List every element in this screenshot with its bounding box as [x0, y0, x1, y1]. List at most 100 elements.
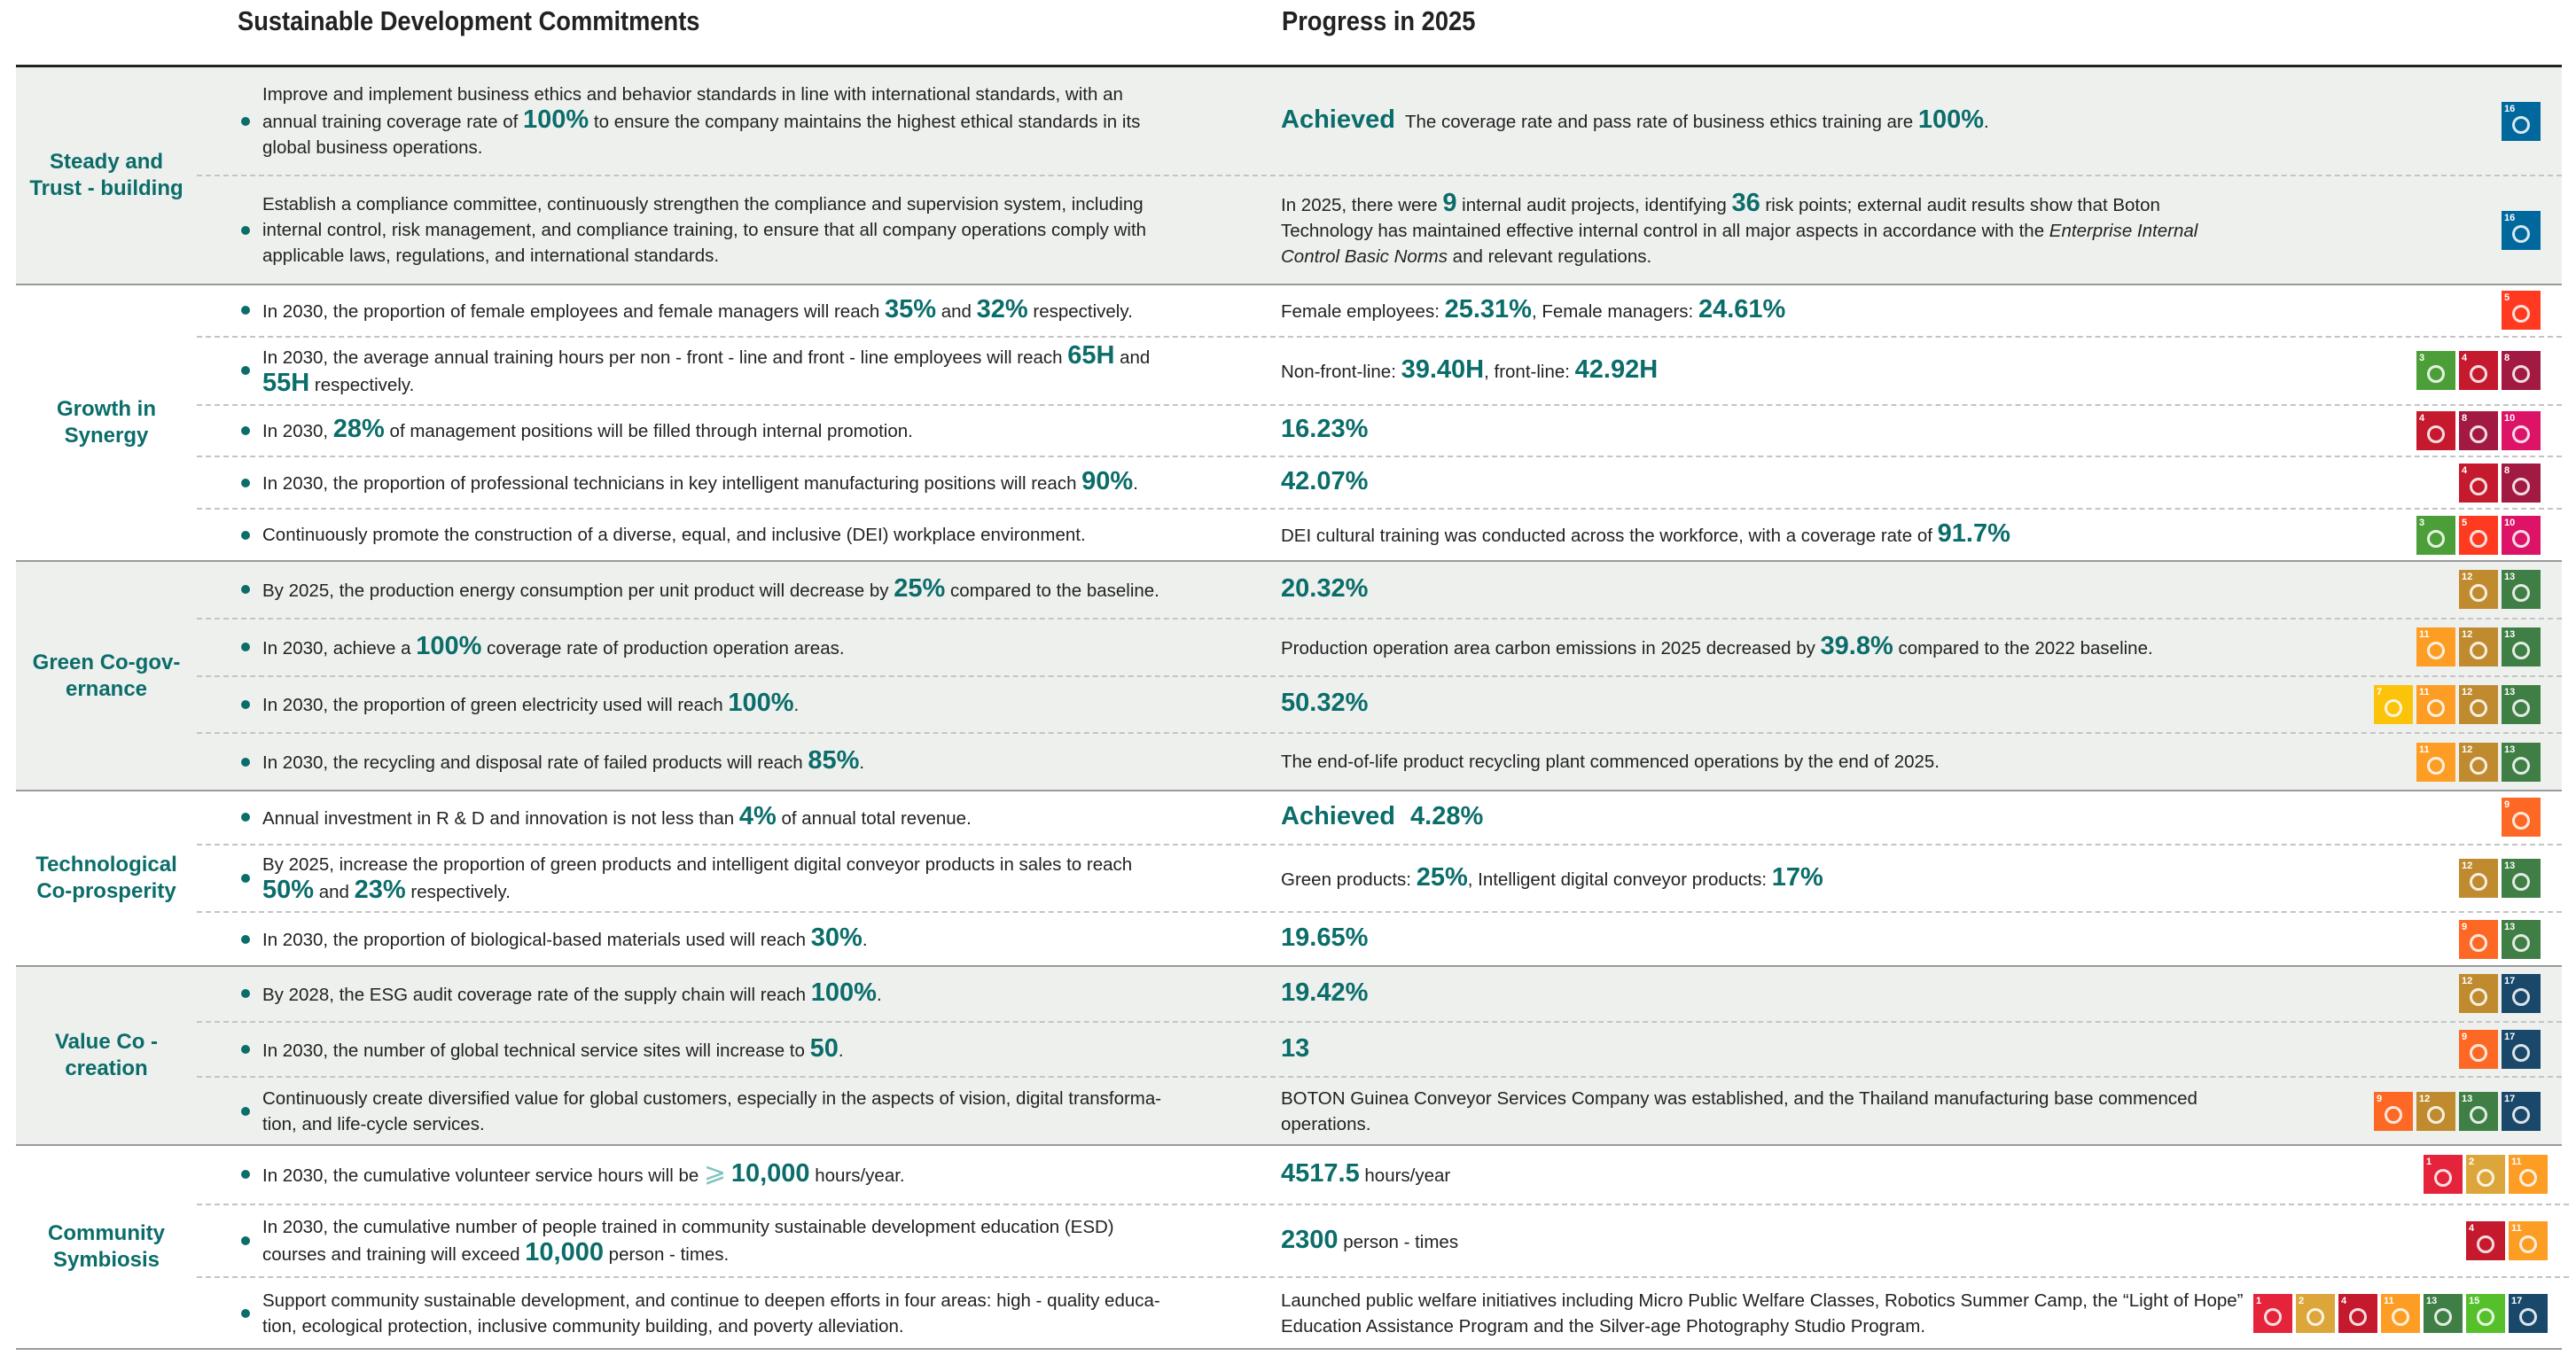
sdg-icon: 8: [2502, 351, 2541, 391]
progress: 13: [1216, 1035, 2253, 1064]
rows: In 2030, the proportion of female employ…: [197, 285, 2562, 560]
sdg-icon: 16: [2502, 210, 2541, 250]
sdg-icon: 2: [2296, 1293, 2335, 1333]
text: and: [314, 882, 355, 902]
sdg-icon: 17: [2509, 1293, 2548, 1333]
progress: Female employees: 25.31%, Female manager…: [1216, 296, 2253, 324]
text: In 2030,: [262, 421, 333, 442]
sdg-icon: 13: [2502, 859, 2541, 898]
sdg-icon: 3: [2416, 351, 2455, 391]
sdg-icon: 11: [2416, 627, 2455, 667]
commitment: In 2030, the proportion of biological-ba…: [197, 925, 1216, 953]
text: Establish a compliance committee, contin…: [262, 194, 1151, 266]
text: of annual total revenue.: [776, 807, 972, 829]
sdg-icon: 12: [2459, 974, 2498, 1014]
text: Support community sustainable developmen…: [262, 1290, 1160, 1337]
sdg-icon: 5: [2459, 515, 2498, 555]
section-label: Community Symbiosis: [48, 1221, 165, 1272]
sdg-icons: 3 5 10: [2253, 515, 2562, 555]
sdg-icons: 9 17: [2253, 1030, 2562, 1069]
text: , Female managers:: [1531, 300, 1698, 322]
highlight: 28%: [332, 415, 385, 444]
text: In 2025, there were: [1281, 195, 1443, 215]
sdg-icon: 9: [2459, 1030, 2498, 1069]
sdg-icon: 4: [2466, 1221, 2505, 1260]
text: In 2030, the cumulative number of people…: [262, 1217, 1120, 1265]
progress: In 2025, there were 9 internal audit pro…: [1216, 191, 2253, 269]
commitment: Continuously promote the construction of…: [197, 522, 1216, 548]
row: Improve and implement business ethics an…: [197, 67, 2562, 175]
text: to ensure the company maintains the high…: [262, 112, 1146, 158]
section-label: Technological Co-prosperity: [35, 853, 177, 903]
progress: Non-front-line: 39.40H, front-line: 42.9…: [1216, 356, 2253, 385]
row: Establish a compliance committee, contin…: [197, 175, 2562, 284]
commitment: Establish a compliance committee, contin…: [197, 191, 1216, 269]
text: By 2025, increase the proportion of gree…: [262, 854, 1137, 875]
sdg-icon: 4: [2338, 1293, 2377, 1333]
text: person - times.: [603, 1244, 730, 1265]
row: In 2030, the proportion of professional …: [197, 456, 2562, 508]
sdg-icon: 8: [2459, 410, 2498, 450]
progress: 20.32%: [1216, 575, 2253, 604]
highlight: 100%: [810, 978, 877, 1007]
sdg-icons: 4 11: [2253, 1221, 2569, 1260]
text: hours/year.: [809, 1165, 905, 1187]
sdg-icon: 13: [2424, 1293, 2463, 1333]
section-label: Green Co-gov-ernance: [32, 650, 181, 701]
progress: 50.32%: [1216, 690, 2253, 718]
text: .: [1984, 112, 1989, 132]
sdg-icon: 13: [2502, 570, 2541, 610]
sdg-icon: 13: [2459, 1091, 2498, 1131]
sdg-icon: 4: [2459, 351, 2498, 391]
row: In 2030, the cumulative number of people…: [197, 1203, 2569, 1277]
sdg-icon: 9: [2459, 919, 2498, 959]
text: hours/year: [1359, 1165, 1451, 1186]
sdg-icons: 12 17: [2253, 974, 2562, 1014]
highlight: 10,000: [730, 1159, 810, 1188]
row: By 2025, increase the proportion of gree…: [197, 843, 2562, 912]
sdg-icon: 12: [2459, 684, 2498, 724]
highlight: 25%: [894, 573, 946, 603]
sdg-icon: 12: [2459, 570, 2498, 610]
sdg-icon: 9: [2374, 1091, 2413, 1131]
progress: 2300 person - times: [1216, 1227, 2253, 1255]
text: Continuously promote the construction of…: [262, 525, 1086, 546]
commitment: Improve and implement business ethics an…: [197, 82, 1216, 160]
text: In 2030, the proportion of female employ…: [262, 300, 885, 322]
sdg-icons: 5: [2253, 291, 2562, 331]
highlight: 65H: [1067, 341, 1115, 370]
text: .: [793, 695, 800, 716]
sdg-icon: 16: [2502, 101, 2541, 141]
highlight: 32%: [976, 294, 1028, 323]
text: The end-of-life product recycling plant …: [1281, 752, 1940, 773]
commitment: In 2030, the proportion of green electri…: [197, 690, 1216, 718]
rows: Annual investment in R & D and innovatio…: [197, 791, 2562, 965]
sdg-icons: 1 2 11: [2253, 1155, 2569, 1195]
text: .: [838, 1040, 844, 1061]
header: Sustainable Development Commitments Prog…: [16, 0, 2562, 67]
text: , Intelligent digital conveyor products:: [1467, 869, 1772, 890]
sdg-icons: 11 12 13: [2253, 742, 2562, 782]
highlight: Achieved: [1281, 801, 1395, 830]
text: compared to the 2022 baseline.: [1893, 637, 2153, 659]
highlight: 4.28%: [1410, 801, 1484, 830]
highlight: 100%: [416, 631, 482, 660]
highlight: 90%: [1081, 467, 1134, 496]
highlight: 10,000: [525, 1238, 604, 1266]
progress: DEI cultural training was conducted acro…: [1216, 521, 2253, 549]
section: Technological Co-prosperity Annual invest…: [16, 791, 2562, 967]
sdg-icon: 4: [2416, 410, 2455, 450]
section: Green Co-gov-ernance By 2025, the product…: [16, 562, 2562, 791]
section-label: Growth in Synergy: [57, 397, 156, 448]
commitment: In 2030, the cumulative number of people…: [197, 1214, 1216, 1267]
text: of management positions will be filled t…: [384, 421, 913, 442]
highlight: 23%: [354, 876, 406, 904]
text: Production operation area carbon emissio…: [1281, 637, 1821, 659]
text: Female employees:: [1281, 300, 1445, 322]
italic-text: Enterprise Internal Control Basic Norms: [1281, 221, 2198, 267]
sdg-icons: 12 13: [2253, 859, 2562, 898]
sdg-icon: 9: [2502, 798, 2541, 838]
commitment: In 2030, the proportion of female employ…: [197, 294, 1216, 324]
text: Continuously create diversified value fo…: [262, 1087, 1162, 1134]
